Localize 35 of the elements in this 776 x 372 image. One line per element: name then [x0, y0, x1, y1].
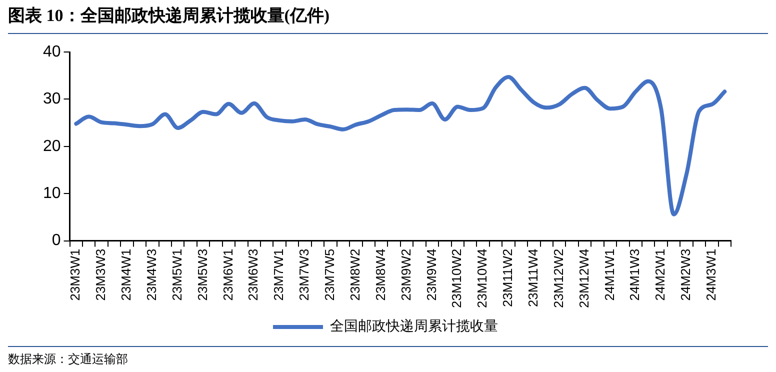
x-tick-label: 23M11W4: [525, 248, 540, 308]
x-tick-label: 23M7W5: [322, 248, 338, 301]
x-tick-label: 23M5W3: [194, 248, 210, 301]
x-tick-label: 23M4W3: [144, 248, 160, 301]
y-tick-label: 30: [43, 90, 61, 108]
chart-title: 图表 10：全国邮政快递周累计揽收量(亿件): [8, 4, 768, 34]
y-tick-label: 0: [52, 232, 61, 250]
x-tick-label: 24M1W3: [627, 248, 642, 301]
x-tick-label: 23M9W2: [398, 248, 414, 301]
x-tick-label: 23M12W4: [576, 248, 592, 308]
x-tick-label: 23M8W4: [372, 248, 388, 301]
x-tick-label: 23M7W1: [271, 248, 286, 301]
x-tick-label: 24M1W1: [602, 248, 617, 301]
x-tick-label: 23M6W1: [220, 248, 236, 301]
x-tick-label: 23M11W2: [500, 248, 516, 308]
y-tick-label: 40: [43, 43, 61, 60]
x-tick-label: 24M3W1: [704, 248, 719, 301]
x-tick-label: 23M3W3: [93, 248, 108, 301]
x-tick-label: 23M4W1: [118, 248, 134, 301]
x-tick-label: 23M5W1: [169, 248, 184, 301]
legend-label: 全国邮政快递周累计揽收量: [330, 318, 498, 335]
x-tick-label: 23M10W2: [449, 248, 464, 308]
y-tick-label: 20: [43, 138, 61, 155]
x-tick-label: 23M8W2: [347, 248, 362, 301]
source-note: 数据来源：交通运输部: [8, 346, 768, 368]
x-tick-label: 23M7W3: [296, 248, 312, 301]
line-series: [74, 75, 727, 216]
x-tick-label: 24M2W3: [678, 248, 694, 301]
x-tick-label: 23M12W2: [550, 248, 566, 308]
x-tick-label: 23M9W4: [424, 248, 439, 301]
x-tick-label: 23M10W4: [474, 248, 490, 308]
y-tick-label: 10: [43, 184, 61, 202]
x-tick-label: 23M3W1: [68, 248, 83, 301]
x-tick-label: 24M2W1: [652, 248, 668, 301]
x-tick-label: 23M6W3: [246, 248, 261, 301]
